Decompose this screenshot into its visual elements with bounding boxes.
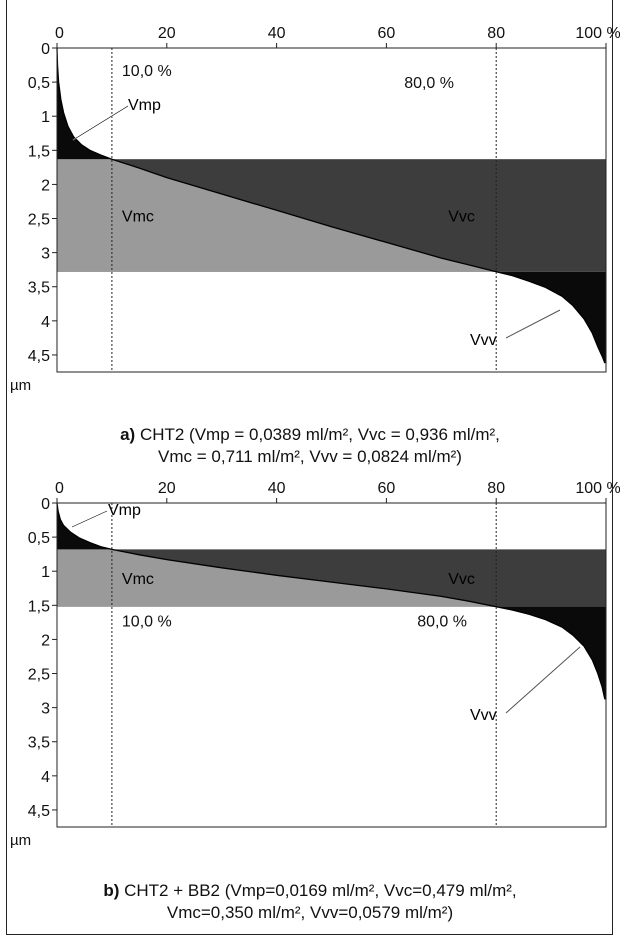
caption-b-prefix: b) [103, 881, 119, 900]
chart-b-mr1-label: 10,0 % [122, 614, 172, 631]
chart-b-vmc-label: Vmc [122, 571, 154, 588]
caption-b-line2: Vmc=0,350 ml/m², Vvv=0,0579 ml/m²) [0, 902, 620, 924]
chart-b-x-tick-label: 100 % [575, 480, 620, 497]
chart-a-y-tick-label: 2 [41, 177, 50, 194]
chart-b-x-tick-label: 0 [55, 480, 64, 497]
chart-a-y-tick-label: 0 [41, 41, 50, 58]
chart-b-y-tick-label: 3 [41, 701, 50, 718]
chart-a-y-tick-label: 3,5 [28, 280, 50, 297]
chart-b-mr2-label: 80,0 % [417, 614, 467, 631]
chart-b-y-tick-label: 4 [41, 769, 50, 786]
chart-b-y-tick-label: 0,5 [28, 530, 50, 547]
chart-a-y-tick-label: 3 [41, 246, 50, 263]
chart-b-y-tick-label: 4,5 [28, 803, 50, 820]
chart-a-x-tick-label: 60 [378, 25, 396, 42]
chart-a-y-tick-label: 2,5 [28, 212, 50, 229]
chart-a-x-tick-label: 20 [158, 25, 176, 42]
chart-b-vvc-label: Vvc [448, 571, 475, 588]
chart-a: 0 20 40 60 80 100 % 0 0,5 1 1,5 2 2,5 3 3,5 4 4,5 µm 10,0… [0, 0, 620, 420]
chart-b-x-tick-label: 60 [378, 480, 396, 497]
chart-a-y-tick-label: 4,5 [28, 348, 50, 365]
caption-a-line1: CHT2 (Vmp = 0,0389 ml/m², Vvc = 0,936 ml… [135, 425, 500, 444]
chart-a-x-tick-label: 80 [487, 25, 505, 42]
chart-a-y-unit-label: µm [10, 377, 31, 394]
chart-a-y-tick-label: 0,5 [28, 75, 50, 92]
chart-a-vmp-label: Vmp [128, 97, 161, 114]
caption-b-line1: CHT2 + BB2 (Vmp=0,0169 ml/m², Vvc=0,479 … [119, 881, 516, 900]
chart-b-y-tick-label: 1 [41, 564, 50, 581]
chart-b-y-tick-label: 0 [41, 496, 50, 513]
chart-a-mr2-label: 80,0 % [404, 75, 454, 92]
chart-a-x-tick-label: 100 % [575, 25, 620, 42]
chart-a-y-tick-label: 1,5 [28, 143, 50, 160]
chart-a-y-tick-label: 4 [41, 314, 50, 331]
chart-b-x-tick-label: 80 [487, 480, 505, 497]
chart-b: 0 20 40 60 80 100 % 0 0,5 1 1,5 2 2,5 3 3,5 4 4,5 µm 10,0… [0, 455, 620, 875]
chart-a-vvc-label: Vvc [448, 208, 475, 225]
chart-a-y-tick-label: 1 [41, 109, 50, 126]
chart-a-vvv-label: Vvv [470, 332, 497, 349]
chart-b-y-unit-label: µm [10, 832, 31, 849]
chart-a-x-tick-label: 40 [268, 25, 286, 42]
chart-a-vmc-label: Vmc [122, 208, 154, 225]
chart-b-y-tick-label: 1,5 [28, 598, 50, 615]
chart-b-y-tick-label: 3,5 [28, 735, 50, 752]
chart-b-y-tick-label: 2,5 [28, 667, 50, 684]
chart-b-y-tick-label: 2 [41, 632, 50, 649]
chart-b-x-tick-label: 20 [158, 480, 176, 497]
chart-a-mr1-label: 10,0 % [122, 63, 172, 80]
caption-a-prefix: a) [120, 425, 135, 444]
chart-a-x-tick-label: 0 [55, 25, 64, 42]
chart-b-vmp-label: Vmp [108, 502, 141, 519]
chart-b-x-tick-label: 40 [268, 480, 286, 497]
caption-b: b) CHT2 + BB2 (Vmp=0,0169 ml/m², Vvc=0,4… [0, 880, 620, 924]
chart-b-vvv-label: Vvv [470, 707, 497, 724]
